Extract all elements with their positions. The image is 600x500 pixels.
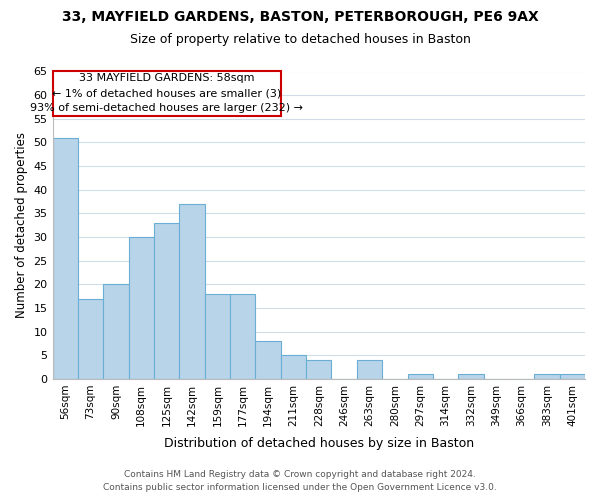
Y-axis label: Number of detached properties: Number of detached properties (15, 132, 28, 318)
Bar (154, 223, 179, 379)
Text: Size of property relative to detached houses in Baston: Size of property relative to detached ho… (130, 32, 470, 46)
Text: ← 1% of detached houses are smaller (3): ← 1% of detached houses are smaller (3) (52, 88, 281, 98)
Text: 33, MAYFIELD GARDENS, BASTON, PETERBOROUGH, PE6 9AX: 33, MAYFIELD GARDENS, BASTON, PETERBOROU… (62, 10, 538, 24)
Bar (560, 374, 585, 379)
Bar (205, 294, 230, 379)
Bar (256, 341, 281, 379)
Bar (179, 204, 205, 379)
Bar (357, 360, 382, 379)
Text: 93% of semi-detached houses are larger (232) →: 93% of semi-detached houses are larger (… (30, 103, 303, 113)
Text: Contains HM Land Registry data © Crown copyright and database right 2024.
Contai: Contains HM Land Registry data © Crown c… (103, 470, 497, 492)
Bar (230, 294, 256, 379)
Bar (78, 298, 103, 379)
Bar (534, 374, 560, 379)
Bar (458, 374, 484, 379)
Bar (306, 360, 331, 379)
Bar (407, 374, 433, 379)
Bar (53, 138, 78, 379)
Bar (103, 284, 128, 379)
FancyBboxPatch shape (53, 72, 281, 117)
Bar (128, 237, 154, 379)
X-axis label: Distribution of detached houses by size in Baston: Distribution of detached houses by size … (164, 437, 474, 450)
Text: 33 MAYFIELD GARDENS: 58sqm: 33 MAYFIELD GARDENS: 58sqm (79, 73, 254, 83)
Bar (281, 356, 306, 379)
